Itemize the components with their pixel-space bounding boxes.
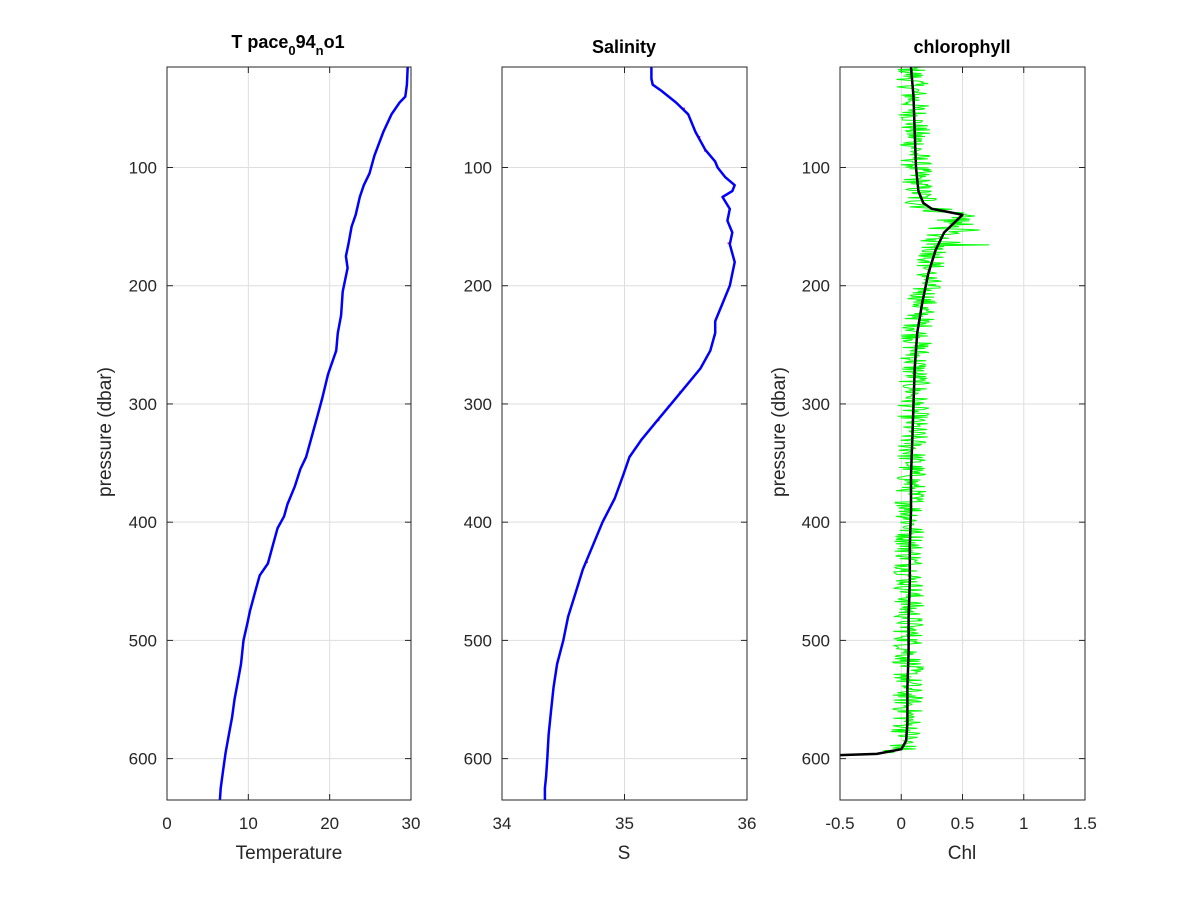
temperature-panel-title: T pace094no1 xyxy=(231,32,344,58)
salinity-grid xyxy=(502,67,747,800)
temperature-grid xyxy=(167,67,411,800)
temperature-y-tick-label: 600 xyxy=(129,750,157,769)
chlorophyll-panel-title: chlorophyll xyxy=(913,37,1010,57)
chlorophyll-x-axis-label: Chl xyxy=(948,843,977,864)
salinity-plot-area xyxy=(543,67,736,800)
temperature-y-tick-label: 400 xyxy=(129,513,157,532)
salinity-y-tick-label: 100 xyxy=(464,158,492,177)
salinity-x-tick-label: 35 xyxy=(615,814,634,833)
chlorophyll-y-tick-label: 300 xyxy=(802,395,830,414)
salinity-y-tick-label: 400 xyxy=(464,513,492,532)
temperature-x-tick-label: 20 xyxy=(320,814,339,833)
chlorophyll-axes-box xyxy=(839,66,1086,801)
temperature-y-tick-label: 200 xyxy=(129,277,157,296)
chlorophyll-panel: chlorophyll Chl pressure (dbar) -0.5 0 0.5… xyxy=(769,37,1097,864)
temperature-y-tick-label: 300 xyxy=(129,395,157,414)
temperature-x-tick-label: 10 xyxy=(239,814,258,833)
chlorophyll-x-tick-label: 0 xyxy=(897,814,906,833)
chlorophyll-y-tick-label: 100 xyxy=(802,158,830,177)
chlorophyll-y-axis-label: pressure (dbar) xyxy=(769,367,790,497)
temperature-panel: T pace094no1 Temperature pressure (dbar)… xyxy=(95,32,420,864)
chlorophyll-x-tick-label: 1.5 xyxy=(1073,814,1097,833)
salinity-y-tick-label: 300 xyxy=(464,395,492,414)
salinity-x-tick-label: 36 xyxy=(738,814,757,833)
temperature-x-axis-label: Temperature xyxy=(236,843,343,864)
temperature-y-tick-label: 500 xyxy=(129,631,157,650)
salinity-x-tick-label: 34 xyxy=(493,814,512,833)
temperature-x-tick-label: 0 xyxy=(162,814,171,833)
salinity-profile-line xyxy=(543,67,736,800)
temperature-axes-box xyxy=(166,66,412,801)
salinity-x-axis-label: S xyxy=(618,843,631,864)
temperature-x-tick-label: 30 xyxy=(402,814,421,833)
chlorophyll-x-tick-label: 1 xyxy=(1019,814,1028,833)
salinity-axes-box xyxy=(501,66,748,801)
temperature-plot-area xyxy=(218,67,409,800)
chlorophyll-raw-line xyxy=(840,67,990,756)
temperature-y-tick-label: 100 xyxy=(129,158,157,177)
chlorophyll-y-tick-label: 400 xyxy=(802,513,830,532)
chlorophyll-y-tick-label: 600 xyxy=(802,750,830,769)
chlorophyll-y-tick-label: 500 xyxy=(802,631,830,650)
temperature-profile-line xyxy=(218,67,409,800)
salinity-panel: Salinity S 34 35 36 100 200 300 400 500 600 xyxy=(464,37,757,864)
temperature-y-axis-label: pressure (dbar) xyxy=(95,367,116,497)
chlorophyll-grid xyxy=(840,67,1085,800)
chlorophyll-x-tick-label: 0.5 xyxy=(951,814,975,833)
salinity-y-tick-label: 200 xyxy=(464,277,492,296)
salinity-y-tick-label: 500 xyxy=(464,631,492,650)
chlorophyll-plot-area xyxy=(840,67,990,757)
chlorophyll-y-tick-label: 200 xyxy=(802,277,830,296)
chlorophyll-profile-line xyxy=(840,67,964,757)
salinity-y-tick-label: 600 xyxy=(464,750,492,769)
salinity-panel-title: Salinity xyxy=(592,37,656,57)
chlorophyll-x-tick-label: -0.5 xyxy=(825,814,854,833)
